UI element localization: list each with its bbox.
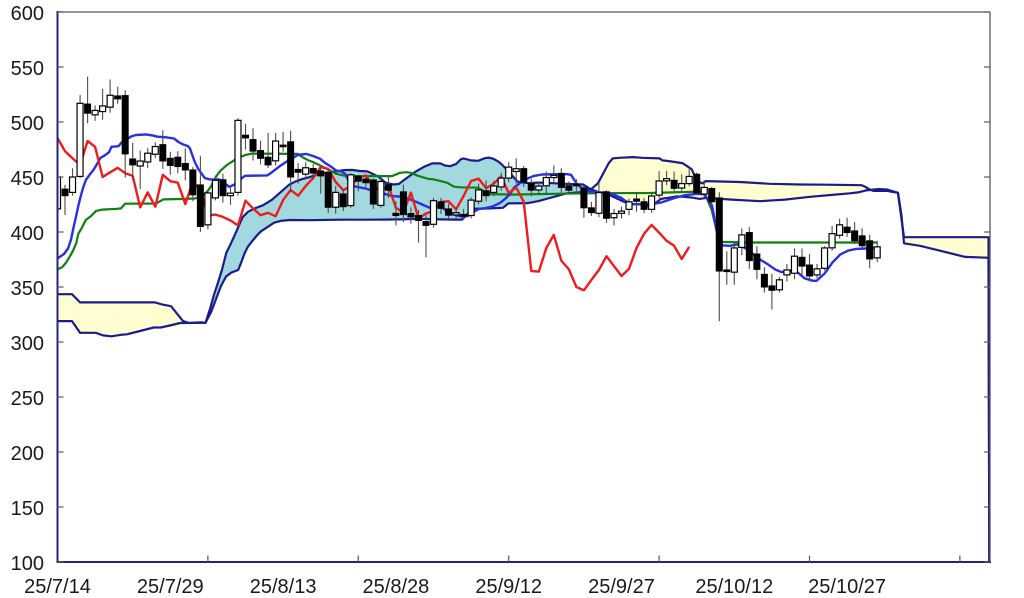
svg-text:600: 600	[11, 3, 44, 25]
svg-text:25/8/13: 25/8/13	[250, 576, 317, 598]
svg-text:25/8/28: 25/8/28	[363, 576, 430, 598]
svg-text:25/9/12: 25/9/12	[475, 576, 542, 598]
svg-text:350: 350	[11, 278, 44, 300]
svg-text:200: 200	[11, 443, 44, 465]
svg-text:100: 100	[11, 553, 44, 575]
svg-text:450: 450	[11, 168, 44, 190]
svg-text:250: 250	[11, 388, 44, 410]
svg-text:150: 150	[11, 498, 44, 520]
svg-text:25/10/27: 25/10/27	[808, 576, 886, 598]
svg-text:400: 400	[11, 223, 44, 245]
svg-text:300: 300	[11, 333, 44, 355]
svg-text:25/9/27: 25/9/27	[588, 576, 655, 598]
svg-text:25/7/14: 25/7/14	[24, 576, 91, 598]
svg-text:500: 500	[11, 113, 44, 135]
svg-text:25/7/29: 25/7/29	[137, 576, 204, 598]
svg-text:550: 550	[11, 58, 44, 80]
svg-text:25/10/12: 25/10/12	[695, 576, 773, 598]
